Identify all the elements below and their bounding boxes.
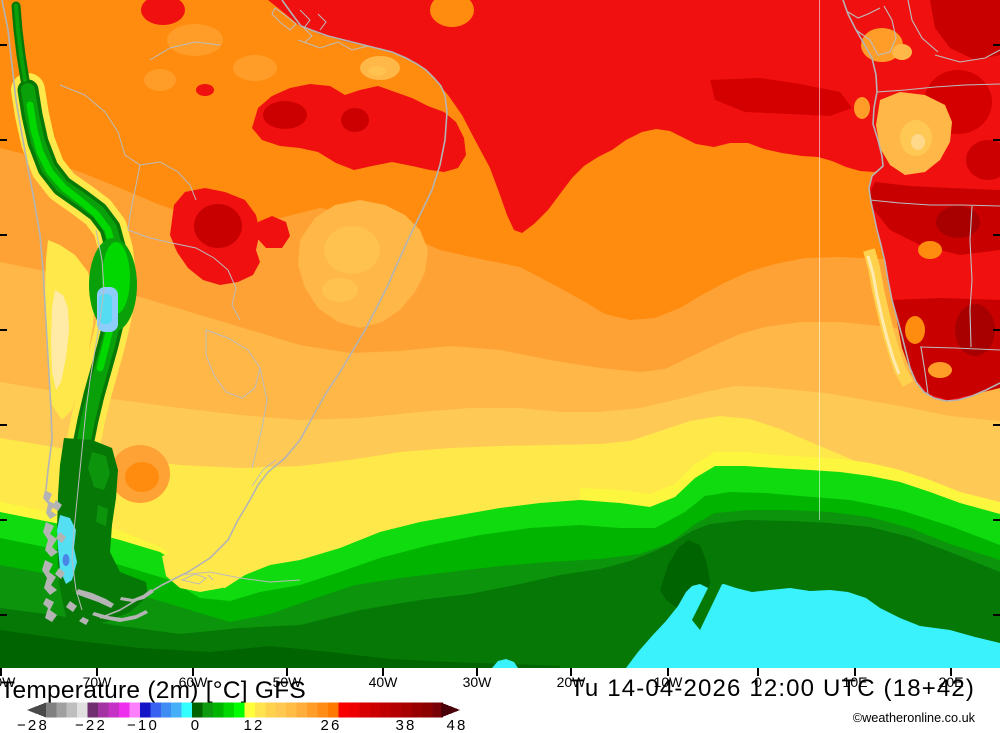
svg-text:20E: 20E: [939, 674, 964, 690]
svg-text:Tu 14-04-2026 12:00 UTC (18+42: Tu 14-04-2026 12:00 UTC (18+42): [570, 675, 975, 702]
svg-text:30W: 30W: [463, 674, 493, 690]
svg-text:70W: 70W: [83, 674, 113, 690]
svg-text:40W: 40W: [369, 674, 399, 690]
svg-text:12: 12: [243, 717, 264, 733]
svg-text:10E: 10E: [843, 674, 868, 690]
svg-text:−28: −28: [17, 717, 49, 733]
svg-text:38: 38: [395, 717, 416, 733]
svg-text:80W: 80W: [0, 674, 16, 690]
svg-text:60W: 60W: [179, 674, 209, 690]
svg-text:−10: −10: [127, 717, 159, 733]
svg-text:20W: 20W: [557, 674, 587, 690]
svg-text:48: 48: [446, 717, 467, 733]
svg-text:0: 0: [754, 674, 762, 690]
svg-text:50W: 50W: [273, 674, 303, 690]
svg-text:©weatheronline.co.uk: ©weatheronline.co.uk: [853, 711, 976, 725]
svg-text:10W: 10W: [654, 674, 684, 690]
svg-text:26: 26: [320, 717, 341, 733]
svg-text:−22: −22: [75, 717, 107, 733]
svg-text:Temperature (2m) [°C] GFS: Temperature (2m) [°C] GFS: [0, 677, 306, 704]
svg-text:0: 0: [191, 717, 202, 733]
